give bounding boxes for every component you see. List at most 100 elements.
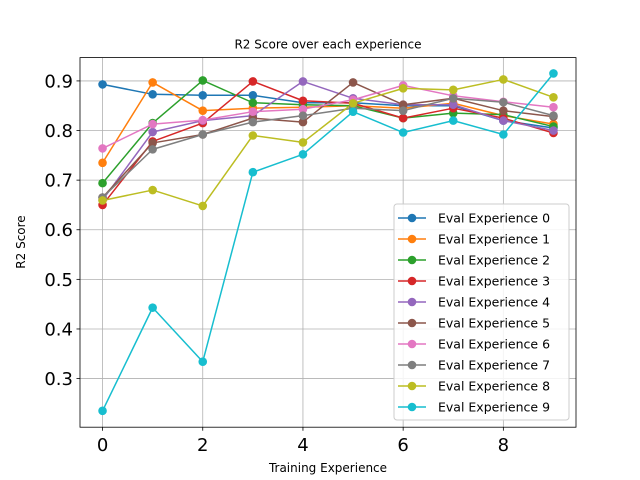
- series-line-8: [102, 78, 554, 207]
- data-point: [198, 76, 208, 85]
- data-point: [198, 106, 208, 115]
- data-point: [198, 201, 208, 211]
- legend-label-4: Eval Experience 4: [438, 295, 550, 310]
- data-point: [148, 185, 157, 195]
- data-point: [298, 96, 308, 106]
- legend-marker-2: [407, 255, 417, 265]
- data-point: [248, 117, 258, 127]
- data-point: [148, 127, 157, 137]
- x-axis-label: Training Experience: [268, 461, 387, 475]
- data-point: [398, 113, 408, 123]
- legend-marker-8: [407, 381, 417, 391]
- data-point: [549, 69, 558, 78]
- data-point: [348, 107, 358, 116]
- data-point: [248, 167, 258, 177]
- x-axis-ticks: 0 2 4 6 8: [97, 427, 509, 456]
- x-tick-label: 4: [297, 435, 308, 456]
- data-point: [499, 116, 508, 125]
- legend-frame: [393, 203, 570, 421]
- data-point: [198, 91, 208, 100]
- data-point: [198, 357, 208, 367]
- legend-marker-1: [407, 234, 417, 244]
- series-lines: [101, 73, 555, 412]
- legend-marker-7: [407, 360, 417, 370]
- series-line-4: [101, 80, 554, 201]
- data-point: [148, 78, 157, 87]
- data-point: [549, 92, 558, 102]
- legend-marker-9: [407, 402, 417, 412]
- data-point: [248, 107, 258, 116]
- data-point: [148, 303, 157, 312]
- data-point: [98, 158, 107, 168]
- legend-marker-0: [407, 213, 417, 223]
- legend-marker-5: [407, 318, 417, 328]
- series-line-1: [101, 81, 554, 164]
- legend-label-3: Eval Experience 3: [438, 274, 550, 289]
- data-point: [298, 104, 308, 114]
- data-point: [298, 138, 308, 147]
- data-point: [98, 144, 107, 153]
- data-point: [248, 77, 258, 86]
- y-tick-label: 0.3: [44, 369, 73, 390]
- y-axis-ticks: 0.3 0.4 0.5 0.6 0.7 0.8 0.9: [44, 71, 80, 390]
- y-tick-label: 0.5: [44, 270, 73, 291]
- data-point: [198, 130, 208, 139]
- y-tick-label: 0.9: [44, 71, 73, 92]
- legend-label-1: Eval Experience 1: [438, 232, 550, 247]
- legend: Eval Experience 0 Eval Experience 1 Eval E…: [393, 203, 570, 421]
- data-point: [298, 150, 308, 159]
- data-point: [98, 196, 107, 205]
- data-point: [398, 106, 408, 115]
- data-point: [298, 77, 308, 86]
- x-tick-label: 0: [97, 435, 108, 456]
- data-point: [148, 90, 157, 99]
- data-point: [499, 106, 508, 115]
- series-line-6: [102, 84, 554, 150]
- x-tick-label: 6: [397, 435, 408, 456]
- legend-label-2: Eval Experience 2: [438, 253, 550, 268]
- data-point: [348, 98, 358, 108]
- data-point: [549, 126, 558, 135]
- y-tick-label: 0.4: [44, 319, 73, 340]
- legend-label-7: Eval Experience 7: [438, 358, 550, 373]
- data-point: [448, 93, 458, 103]
- chart-title: R2 Score over each experience: [234, 38, 421, 52]
- y-axis-label: R2 Score: [14, 215, 28, 268]
- plot-area-frame: [79, 57, 577, 428]
- legend-marker-6: [407, 339, 417, 349]
- data-point: [549, 102, 558, 112]
- data-point: [148, 145, 157, 154]
- data-point: [148, 119, 157, 129]
- data-point: [398, 128, 408, 137]
- y-tick-label: 0.7: [44, 171, 73, 192]
- series-line-9: [101, 73, 555, 412]
- data-point: [298, 117, 308, 127]
- data-point: [148, 138, 157, 148]
- legend-marker-3: [407, 276, 417, 286]
- series-line-7: [102, 97, 554, 199]
- series-line-5: [101, 81, 554, 199]
- legend-marker-4: [407, 297, 417, 307]
- data-point: [298, 111, 308, 120]
- data-point: [499, 75, 508, 84]
- data-point: [448, 85, 458, 95]
- legend-label-5: Eval Experience 5: [438, 316, 550, 331]
- data-point: [398, 84, 408, 93]
- legend-label-6: Eval Experience 6: [438, 337, 550, 352]
- data-point: [98, 80, 107, 89]
- data-point: [499, 97, 508, 107]
- x-tick-label: 2: [197, 435, 208, 456]
- legend-label-8: Eval Experience 8: [438, 379, 550, 394]
- data-point: [348, 78, 358, 87]
- data-point: [98, 406, 107, 416]
- data-point: [198, 115, 208, 125]
- data-point: [448, 100, 458, 110]
- data-point: [248, 131, 258, 140]
- data-point: [248, 91, 258, 100]
- legend-label-9: Eval Experience 9: [438, 400, 550, 415]
- data-point: [398, 100, 408, 110]
- series-points: [98, 69, 558, 416]
- data-point: [448, 116, 458, 125]
- data-point: [98, 178, 107, 188]
